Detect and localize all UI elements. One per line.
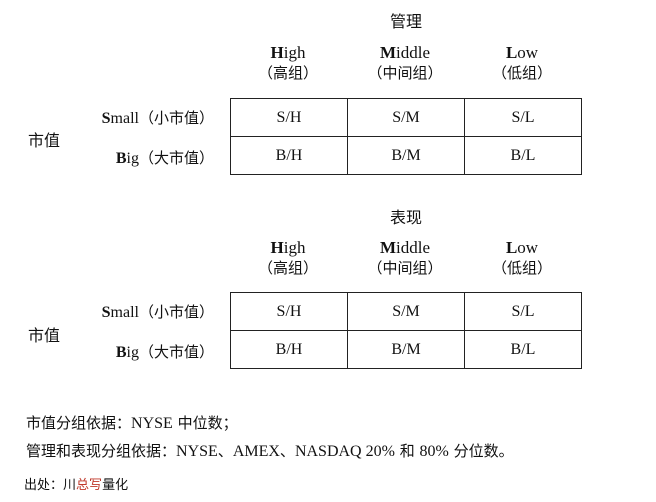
section-title-performance: 表现 xyxy=(389,208,422,227)
row-header-big-initial: B xyxy=(115,150,127,167)
column-header-high-rest: igh xyxy=(283,238,306,257)
table-cell: S/L xyxy=(464,292,582,331)
row-header-big-rest: ig xyxy=(126,150,139,167)
table-cell: B/H xyxy=(230,136,348,175)
row-header-big-cn: （大市值） xyxy=(138,343,214,361)
row-header-small-rest: mall xyxy=(110,304,139,321)
column-header-low-initial: L xyxy=(505,238,518,257)
column-header-middle-initial: M xyxy=(379,238,397,257)
column-header-middle-rest: iddle xyxy=(396,238,431,257)
table-cell: S/M xyxy=(347,292,465,331)
note-line1-prefix: 市值分组依据： xyxy=(26,414,132,432)
table-cell: S/H xyxy=(230,98,348,137)
note-line2-exchange-2: AMEX xyxy=(232,443,280,460)
table-cell: B/H xyxy=(230,330,348,369)
note-line2-prefix: 管理和表现分组依据： xyxy=(26,442,177,460)
note-line2-separator: 、 xyxy=(217,442,233,460)
column-header-middle: Middle （中间组） xyxy=(347,42,463,84)
table-cell: B/M xyxy=(347,330,465,369)
row-header-big-rest: ig xyxy=(126,344,139,361)
note-line2-conjunction: 和 xyxy=(394,442,420,460)
column-header-low-cn: （低组） xyxy=(491,64,552,82)
note-market-cap-basis: 市值分组依据：NYSE 中位数； xyxy=(26,412,238,433)
row-header-big: Big（大市值） xyxy=(14,341,214,362)
section-title-management: 管理 xyxy=(389,12,422,31)
source-name-part: 川 xyxy=(63,478,77,493)
note-line2-exchange-3: NASDAQ 20% xyxy=(294,443,395,460)
source-name-part: 总 xyxy=(76,478,90,493)
row-header-big-cn: （大市值） xyxy=(138,149,214,167)
column-header-high-cn: （高组） xyxy=(257,259,318,277)
row-header-small-initial: S xyxy=(101,304,111,321)
row-header-big-initial: B xyxy=(115,344,127,361)
note-line1-exchange: NYSE xyxy=(131,415,173,432)
portfolio-grid-management: S/H S/M S/L B/H B/M B/L xyxy=(230,98,582,175)
source-credit: 出处：川总写量化 xyxy=(24,474,128,493)
row-header-small-initial: S xyxy=(101,110,111,127)
column-header-low-rest: ow xyxy=(517,43,539,62)
table-row: S/H S/M S/L xyxy=(230,292,582,331)
table-row: B/H B/M B/L xyxy=(230,136,582,175)
note-line1-suffix: 中位数； xyxy=(172,414,238,432)
column-header-middle: Middle （中间组） xyxy=(347,237,463,279)
row-header-small: Small（小市值） xyxy=(14,301,214,322)
row-header-small: Small（小市值） xyxy=(14,107,214,128)
column-header-middle-cn: （中间组） xyxy=(367,64,443,82)
note-line2-separator: 、 xyxy=(279,442,295,460)
column-header-low-rest: ow xyxy=(517,238,539,257)
column-header-low-cn: （低组） xyxy=(491,259,552,277)
column-header-low: Low （低组） xyxy=(464,237,580,279)
row-header-big: Big（大市值） xyxy=(14,147,214,168)
portfolio-grid-performance: S/H S/M S/L B/H B/M B/L xyxy=(230,292,582,369)
column-header-high-rest: igh xyxy=(283,43,306,62)
row-header-small-rest: mall xyxy=(110,110,139,127)
table-row: B/H B/M B/L xyxy=(230,330,582,369)
column-header-high: High （高组） xyxy=(230,237,346,279)
column-header-middle-initial: M xyxy=(379,43,397,62)
column-header-low: Low （低组） xyxy=(464,42,580,84)
side-label-market-cap: 市值 xyxy=(28,326,61,345)
note-line2-exchange-1: NYSE xyxy=(176,443,218,460)
note-grouping-basis: 管理和表现分组依据：NYSE、AMEX、NASDAQ 20% 和 80% 分位数… xyxy=(26,440,514,461)
column-header-high: High （高组） xyxy=(230,42,346,84)
column-header-high-initial: H xyxy=(270,43,284,62)
table-cell: S/M xyxy=(347,98,465,137)
table-cell: B/L xyxy=(464,330,582,369)
source-prefix: 出处： xyxy=(24,478,64,493)
table-cell: S/H xyxy=(230,292,348,331)
column-header-middle-rest: iddle xyxy=(396,43,431,62)
note-line2-suffix: 分位数。 xyxy=(448,442,514,460)
row-header-small-cn: （小市值） xyxy=(138,109,214,127)
column-header-middle-cn: （中间组） xyxy=(367,259,443,277)
table-cell: B/L xyxy=(464,136,582,175)
table-row: S/H S/M S/L xyxy=(230,98,582,137)
table-cell: S/L xyxy=(464,98,582,137)
column-header-low-initial: L xyxy=(505,43,518,62)
note-line2-percentile: 80% xyxy=(419,443,449,460)
column-header-high-cn: （高组） xyxy=(257,64,318,82)
side-label-market-cap: 市值 xyxy=(28,131,61,150)
source-name-part: 量化 xyxy=(102,478,129,493)
table-cell: B/M xyxy=(347,136,465,175)
row-header-small-cn: （小市值） xyxy=(138,303,214,321)
column-header-high-initial: H xyxy=(270,238,284,257)
source-name-part: 写 xyxy=(89,478,103,493)
